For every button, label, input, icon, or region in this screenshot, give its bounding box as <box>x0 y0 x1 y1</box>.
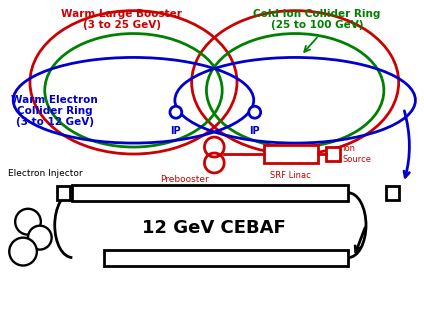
Text: SRF Linac: SRF Linac <box>271 171 311 180</box>
Text: Warm Electron: Warm Electron <box>11 95 98 105</box>
Text: IP: IP <box>249 126 260 136</box>
Circle shape <box>249 106 261 118</box>
Text: (25 to 100 GeV): (25 to 100 GeV) <box>271 19 363 30</box>
Text: Collider Ring: Collider Ring <box>17 106 92 116</box>
Bar <box>264 145 318 163</box>
Text: IP: IP <box>170 126 181 136</box>
Circle shape <box>9 238 37 266</box>
Circle shape <box>15 209 41 235</box>
Circle shape <box>170 106 182 118</box>
Text: (3 to 12 GeV): (3 to 12 GeV) <box>16 117 94 127</box>
Bar <box>56 186 70 200</box>
Text: Prebooster: Prebooster <box>160 175 209 184</box>
Text: Ion
Source: Ion Source <box>343 144 371 164</box>
Bar <box>326 147 340 161</box>
Text: (3 to 25 GeV): (3 to 25 GeV) <box>83 19 161 30</box>
Bar <box>104 250 349 266</box>
Text: Electron Injector: Electron Injector <box>8 169 83 178</box>
Bar <box>385 186 399 200</box>
Text: Warm Large Booster: Warm Large Booster <box>61 9 182 19</box>
Text: 12 GeV CEBAF: 12 GeV CEBAF <box>142 219 286 237</box>
Bar <box>73 185 349 201</box>
Circle shape <box>28 226 52 250</box>
Text: Cold Ion Collider Ring: Cold Ion Collider Ring <box>253 9 380 19</box>
